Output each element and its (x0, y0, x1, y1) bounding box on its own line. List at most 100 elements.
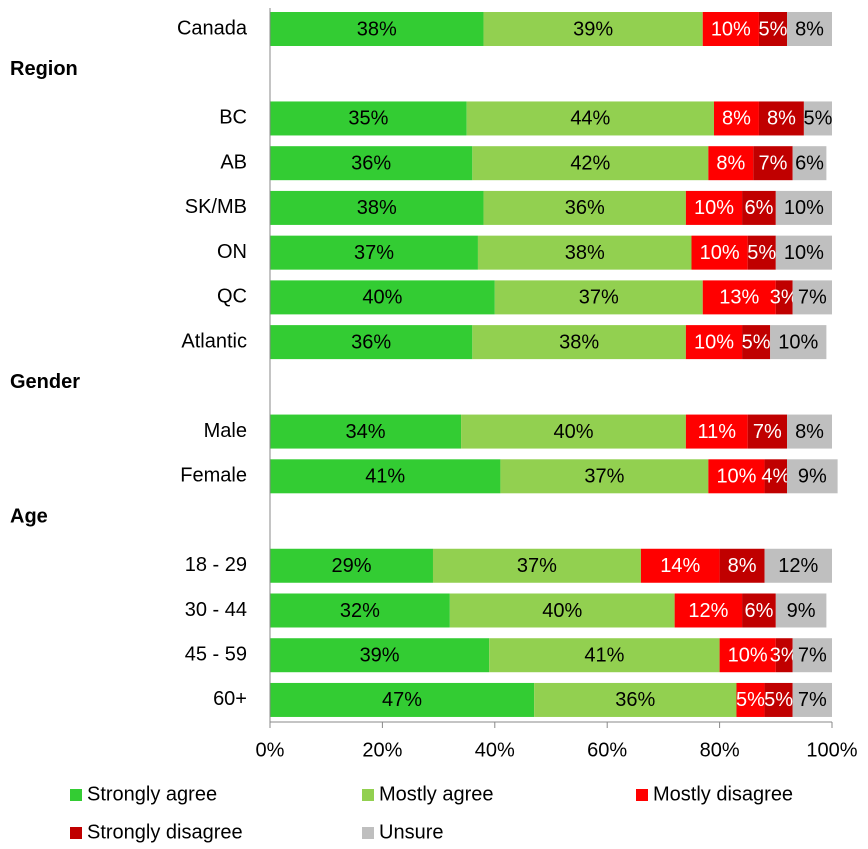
data-label: 5% (736, 689, 765, 711)
category-label: BC (219, 107, 247, 129)
bar-segment (270, 280, 495, 315)
data-label: 36% (615, 689, 655, 711)
bar-segment (270, 548, 433, 583)
bar-segment (500, 459, 709, 494)
data-label: 10% (728, 645, 768, 667)
bar-segment (270, 325, 473, 360)
data-label: 10% (711, 18, 751, 40)
bar-segment (270, 146, 473, 181)
group-header: Gender (10, 371, 80, 393)
data-label: 36% (351, 331, 391, 353)
bar-segment (719, 638, 776, 673)
bar-segment (792, 146, 827, 181)
data-label: 10% (694, 197, 734, 219)
data-label: 5% (747, 242, 776, 264)
data-label: 36% (351, 152, 391, 174)
bar-segment (775, 593, 827, 628)
bar-segment (775, 638, 793, 673)
data-label: 5% (759, 18, 788, 40)
bar-segment (747, 235, 776, 270)
data-label: 10% (700, 242, 740, 264)
data-label: 7% (798, 689, 827, 711)
legend-swatch (70, 789, 82, 801)
data-label: 6% (744, 600, 773, 622)
category-label: AB (220, 151, 247, 173)
bar-segment (640, 548, 720, 583)
data-label: 32% (340, 600, 380, 622)
data-label: 40% (362, 287, 402, 309)
x-tick-label: 60% (587, 739, 627, 761)
x-tick-label: 0% (256, 739, 285, 761)
bar-segment (270, 593, 450, 628)
data-label: 8% (767, 108, 796, 130)
data-label: 35% (348, 108, 388, 130)
bar-segment (466, 101, 714, 136)
data-label: 7% (753, 421, 782, 443)
data-label: 10% (784, 197, 824, 219)
data-label: 40% (542, 600, 582, 622)
legend-swatch (70, 827, 82, 839)
data-label: 38% (357, 197, 397, 219)
category-label: Atlantic (181, 330, 247, 352)
data-label: 29% (331, 555, 371, 577)
data-label: 8% (716, 152, 745, 174)
bar-segment (685, 325, 743, 360)
category-label: Female (180, 465, 247, 487)
bar-segment (742, 325, 771, 360)
data-label: 7% (798, 287, 827, 309)
bar-segment (775, 190, 832, 225)
data-label: 3% (770, 287, 799, 309)
data-label: 8% (795, 421, 824, 443)
bar-segment (534, 682, 737, 717)
bar-segment (764, 682, 793, 717)
data-label: 13% (719, 287, 759, 309)
legend-swatch (636, 789, 648, 801)
bar-segment (792, 638, 832, 673)
data-label: 39% (360, 645, 400, 667)
legend-label: Mostly agree (379, 783, 494, 805)
bar-segment (764, 459, 788, 494)
data-label: 7% (759, 152, 788, 174)
group-header: Age (10, 505, 48, 527)
data-label: 6% (795, 152, 824, 174)
bar-segment (270, 638, 490, 673)
legend-label: Strongly agree (87, 783, 217, 805)
data-label: 41% (365, 466, 405, 488)
bar-segment (787, 459, 838, 494)
data-label: 8% (728, 555, 757, 577)
x-tick-label: 20% (362, 739, 402, 761)
bar-segment (787, 414, 832, 449)
category-label: ON (217, 241, 247, 263)
bar-segment (270, 682, 535, 717)
bar-segment (764, 548, 832, 583)
category-label: QC (217, 286, 247, 308)
bar-segment (702, 12, 759, 46)
bar-segment (691, 235, 748, 270)
data-label: 37% (584, 466, 624, 488)
data-label: 7% (798, 645, 827, 667)
bar-segment (792, 682, 832, 717)
bar-segment (803, 101, 832, 136)
bar-segment (270, 459, 501, 494)
data-label: 10% (778, 331, 818, 353)
bar-segment (483, 12, 703, 46)
data-label: 6% (744, 197, 773, 219)
data-label: 9% (798, 466, 827, 488)
category-label: 45 - 59 (185, 644, 247, 666)
bar-segment (270, 101, 467, 136)
data-label: 38% (559, 331, 599, 353)
bar-segment (472, 325, 686, 360)
data-label: 42% (570, 152, 610, 174)
data-label: 40% (553, 421, 593, 443)
x-tick-label: 100% (806, 739, 857, 761)
bar-segment (674, 593, 743, 628)
category-label: 60+ (213, 688, 247, 710)
data-label: 12% (688, 600, 728, 622)
data-label: 4% (761, 466, 790, 488)
x-tick-label: 40% (475, 739, 515, 761)
bar-segment (719, 548, 765, 583)
data-label: 11% (698, 421, 737, 443)
bar-segment (270, 12, 484, 46)
data-label: 9% (787, 600, 816, 622)
